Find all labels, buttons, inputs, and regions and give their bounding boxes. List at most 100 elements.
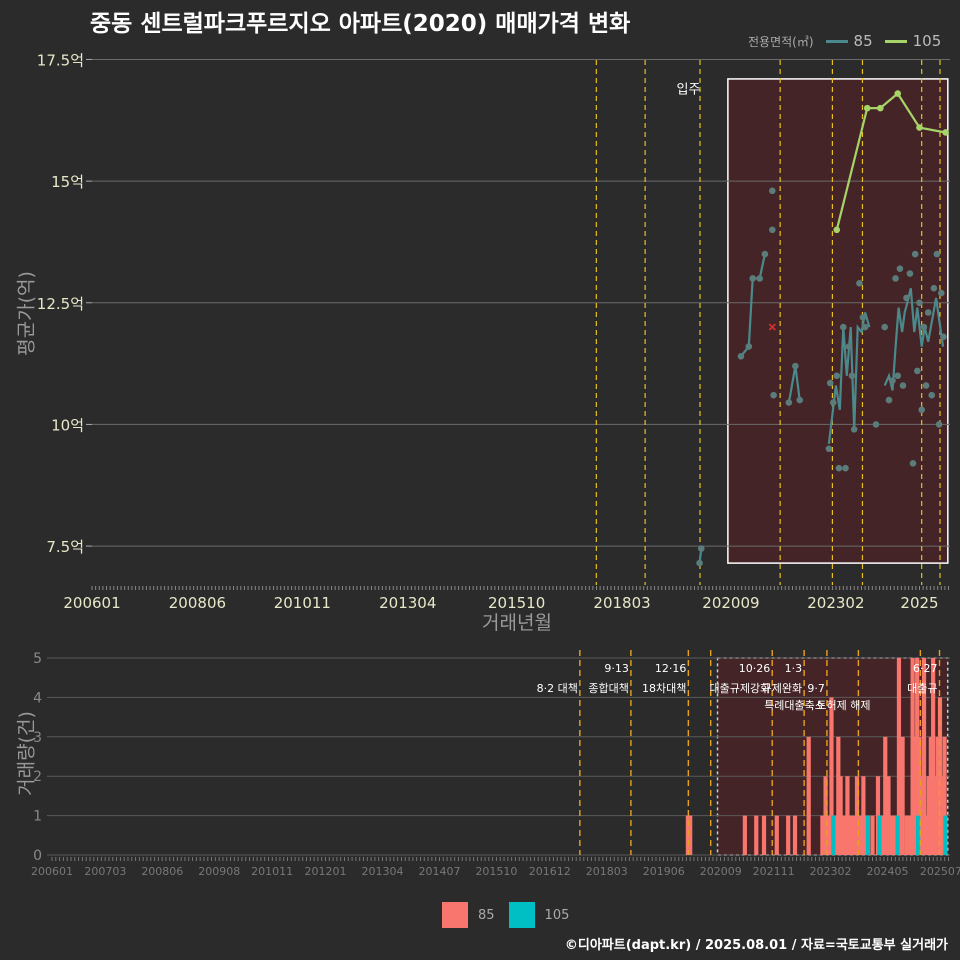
volume-bar-85 <box>858 815 863 855</box>
y-tick-label-volume: 5 <box>33 651 42 667</box>
data-point-85 <box>829 399 837 406</box>
volume-bar-85 <box>842 815 847 855</box>
policy-label: 종합대책 <box>588 682 628 695</box>
volume-bar-85 <box>917 736 922 855</box>
legend-swatch-105 <box>884 39 907 43</box>
volume-bar-85 <box>893 815 898 855</box>
data-point-85 <box>850 425 858 433</box>
volume-bar-85 <box>928 736 933 855</box>
y-tick-label: 17.5억 <box>37 51 84 69</box>
data-point-85 <box>937 289 945 297</box>
data-point-105 <box>894 90 902 97</box>
data-point-85 <box>903 294 910 302</box>
volume-bar-85 <box>879 815 884 855</box>
volume-bar-85 <box>896 658 902 855</box>
volume-bar-85 <box>940 776 945 855</box>
legend-bottom-item-105: 105 <box>508 902 570 928</box>
volume-bar-85 <box>889 815 894 855</box>
data-point-85 <box>906 270 914 277</box>
volume-bar-85 <box>900 736 905 855</box>
legend-bottom-swatch-85 <box>442 902 468 928</box>
data-point-85 <box>924 309 932 316</box>
legend-bottom-label-105: 105 <box>544 907 570 923</box>
data-point-85 <box>872 421 880 428</box>
data-point-85 <box>698 545 705 552</box>
volume-bar-85 <box>688 815 693 855</box>
legend-label-105: 105 <box>912 32 942 50</box>
volume-bar-85 <box>912 736 918 855</box>
policy-label: 특례대출축소 <box>764 699 825 712</box>
data-point-85 <box>920 323 928 331</box>
x-tick-label-volume: 202009 <box>700 865 742 878</box>
volume-bar-105 <box>943 815 948 855</box>
volume-bar-85 <box>836 736 841 855</box>
x-tick-label-volume: 202302 <box>810 865 852 878</box>
highlight-box <box>727 78 949 564</box>
data-point-105 <box>833 226 841 234</box>
x-tick-label-volume: 201407 <box>418 865 460 878</box>
data-point-85 <box>856 280 863 287</box>
policy-label: 8·2 대책 <box>537 682 578 695</box>
volume-bar-85 <box>935 736 940 855</box>
volume-bar-85 <box>937 697 943 855</box>
policy-label: 1·3 <box>785 662 803 675</box>
policy-label: 12·16 <box>655 662 687 675</box>
data-point-85 <box>756 275 763 282</box>
data-point-85 <box>911 250 919 258</box>
data-point-85 <box>928 391 936 399</box>
policy-label: 토허제 해제 <box>816 698 870 712</box>
data-point-85 <box>892 275 899 282</box>
volume-bar-105 <box>895 815 900 855</box>
volume-bar-85 <box>829 697 834 855</box>
data-point-85 <box>914 367 921 375</box>
y-tick-label-volume: 2 <box>33 769 42 785</box>
data-point-85 <box>839 323 847 331</box>
data-point-85 <box>894 372 902 380</box>
volume-bar-85 <box>942 736 947 855</box>
marker-x <box>768 323 776 331</box>
y-tick-label: 10억 <box>51 416 84 434</box>
volume-bar-85 <box>904 815 909 855</box>
series-line-85 <box>883 287 945 391</box>
volume-bar-85 <box>854 776 860 855</box>
x-tick-label-volume: 200601 <box>31 865 73 878</box>
data-point-85 <box>896 265 904 273</box>
x-tick-label-volume: 201510 <box>475 865 517 878</box>
y-axis-title-price: 평균가(억) <box>15 271 38 356</box>
volume-bar-85 <box>754 815 759 855</box>
data-point-85 <box>899 382 907 389</box>
data-point-85 <box>835 464 843 472</box>
volume-bar-105 <box>877 815 882 855</box>
data-point-85 <box>940 333 947 341</box>
x-tick-label-volume: 201612 <box>529 865 571 878</box>
volume-bar-85 <box>827 815 832 855</box>
chart-title: 중동 센트럴파크푸르지오 아파트(2020) 매매가격 변화 <box>90 11 631 37</box>
volume-bar-105 <box>831 815 836 855</box>
policy-label: 대출규 <box>907 682 937 695</box>
legend-top: 전용면적(㎡) 85 105 <box>748 32 941 50</box>
volume-bar-85 <box>774 815 779 855</box>
x-tick-label-volume: 202111 <box>753 865 795 878</box>
legend-bottom-swatch-105 <box>508 902 535 928</box>
legend-swatch-85 <box>825 39 848 43</box>
volume-bar-85 <box>915 658 920 855</box>
x-tick-label: 201011 <box>274 594 331 612</box>
policy-label: 규제완화 <box>762 682 802 695</box>
data-point-85 <box>916 299 923 307</box>
y-tick-label: 12.5억 <box>37 295 84 313</box>
x-tick-label-volume: 202507 <box>920 865 960 878</box>
data-point-85 <box>769 226 776 234</box>
volume-bar-85 <box>861 776 866 855</box>
data-point-85 <box>861 323 869 331</box>
x-tick-label: 201304 <box>379 594 436 612</box>
data-point-85 <box>792 362 799 370</box>
footer-credit: ©디아파트(dapt.kr) / 2025.08.01 / 자료=국토교통부 실… <box>564 938 948 953</box>
volume-bar-85 <box>886 776 891 855</box>
data-point-85 <box>922 382 930 389</box>
x-tick-label-volume: 201304 <box>361 865 403 878</box>
legend-label-85: 85 <box>853 32 873 50</box>
x-tick-label-volume: 202405 <box>867 865 909 878</box>
x-tick-label: 201510 <box>488 594 545 612</box>
